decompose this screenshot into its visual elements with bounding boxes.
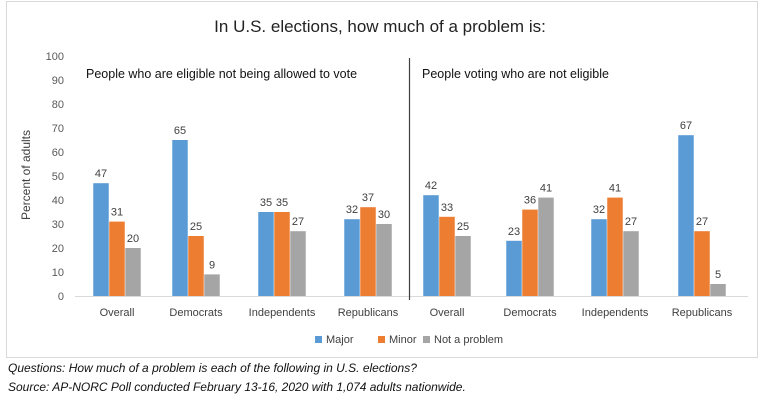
bar (623, 231, 639, 296)
bar (204, 274, 220, 296)
y-tick-label: 100 (46, 51, 64, 63)
y-tick-label: 80 (52, 99, 64, 111)
bar (188, 236, 204, 296)
data-label: 42 (425, 180, 437, 192)
bar (522, 209, 538, 296)
bar (455, 236, 471, 296)
data-label: 27 (292, 216, 304, 228)
bar (290, 231, 306, 296)
y-axis-label: Percent of adults (19, 130, 33, 220)
bar (376, 224, 392, 296)
data-label: 47 (95, 168, 107, 180)
data-label: 5 (715, 269, 721, 281)
bar (694, 231, 710, 296)
chart-frame (6, 1, 758, 358)
bar (274, 212, 290, 296)
legend: Major Minor Not a problem (315, 334, 503, 346)
data-label: 65 (174, 125, 186, 137)
legend-label: Not a problem (434, 334, 503, 346)
data-label: 35 (276, 197, 288, 209)
legend-swatch (378, 336, 385, 343)
chart-svg: In U.S. elections, how much of a problem… (19, 17, 748, 346)
bar (439, 216, 455, 296)
legend-label: Major (326, 334, 354, 346)
y-tick-label: 40 (52, 195, 64, 207)
y-tick-label: 0 (58, 291, 64, 303)
bar (360, 207, 376, 296)
data-label: 37 (362, 192, 374, 204)
bar (258, 212, 274, 296)
y-ticks: 0 10 20 30 40 50 60 70 80 90 100 (46, 51, 64, 303)
legend-label: Minor (389, 334, 417, 346)
category-label: Republicans (672, 307, 733, 319)
bar (423, 195, 439, 296)
data-label: 33 (441, 202, 453, 214)
data-label: 20 (127, 233, 139, 245)
bar (607, 197, 623, 296)
data-label: 9 (209, 259, 215, 271)
category-label: Democrats (169, 307, 223, 319)
legend-swatch (423, 336, 430, 343)
y-tick-label: 20 (52, 243, 64, 255)
data-label: 27 (625, 216, 637, 228)
data-label: 31 (111, 207, 123, 219)
legend-swatch (315, 336, 322, 343)
y-tick-label: 10 (52, 267, 64, 279)
y-tick-label: 60 (52, 147, 64, 159)
bar (109, 221, 125, 296)
panel-title: People who are eligible not being allowe… (86, 67, 357, 81)
questions-note: Questions: How much of a problem is each… (8, 361, 417, 375)
category-label: Republicans (338, 307, 399, 319)
bar (172, 140, 188, 296)
y-tick-label: 50 (52, 171, 64, 183)
panel-title: People voting who are not eligible (422, 67, 609, 81)
data-label: 32 (346, 204, 358, 216)
data-label: 27 (696, 216, 708, 228)
category-label: Overall (430, 307, 465, 319)
data-label: 41 (609, 183, 621, 195)
plot-area: People who are eligible not being allowe… (75, 58, 748, 319)
y-tick-label: 90 (52, 75, 64, 87)
data-label: 67 (680, 120, 692, 132)
y-tick-label: 70 (52, 123, 64, 135)
bar (344, 219, 360, 296)
bar (93, 183, 109, 296)
bar (538, 197, 554, 296)
bar (678, 135, 694, 296)
y-tick-label: 30 (52, 219, 64, 231)
data-label: 25 (457, 221, 469, 233)
data-label: 23 (508, 226, 520, 238)
data-label: 35 (260, 197, 272, 209)
data-label: 30 (378, 209, 390, 221)
source-note: Source: AP-NORC Poll conducted February … (8, 380, 466, 394)
data-label: 32 (593, 204, 605, 216)
category-label: Independents (249, 307, 316, 319)
chart-title: In U.S. elections, how much of a problem… (214, 17, 546, 36)
category-label: Overall (100, 307, 135, 319)
bar (591, 219, 607, 296)
bar (125, 248, 141, 296)
bar (506, 240, 522, 296)
data-label: 41 (540, 183, 552, 195)
category-label: Democrats (503, 307, 557, 319)
category-label: Independents (582, 307, 649, 319)
data-label: 36 (524, 195, 536, 207)
data-label: 25 (190, 221, 202, 233)
bar (710, 284, 726, 296)
